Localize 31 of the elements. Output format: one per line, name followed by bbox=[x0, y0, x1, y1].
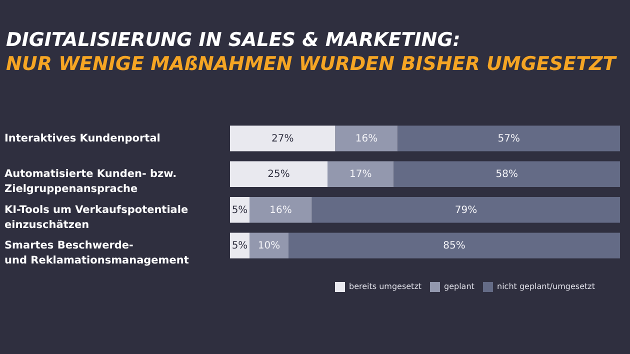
bar bbox=[335, 126, 398, 152]
y-tick-label: KI-Tools um Verkaufspotentiale einzuschätzen bbox=[4, 204, 188, 231]
bar bbox=[328, 161, 394, 187]
data-label: 85% bbox=[443, 240, 466, 252]
bar bbox=[230, 126, 336, 152]
legend-label: geplant bbox=[444, 282, 474, 291]
data-label: 5% bbox=[232, 204, 248, 216]
data-label: 58% bbox=[496, 169, 518, 180]
y-tick-label: Automatisierte Kunden- bzw. Zielgruppenansprache bbox=[4, 168, 177, 196]
bar bbox=[398, 126, 620, 152]
data-label: 57% bbox=[498, 133, 520, 144]
legend-label: bereits umgesetzt bbox=[349, 282, 422, 291]
data-label: 16% bbox=[355, 133, 378, 144]
legend-label: nicht geplant/umgesetzt bbox=[497, 282, 595, 291]
data-label: 5% bbox=[232, 240, 248, 252]
chart-subtitle: NUR WENIGE MAßNAHMEN WURDEN BISHER UMGESETZT bbox=[6, 53, 618, 75]
bar bbox=[312, 197, 620, 223]
bar bbox=[250, 197, 312, 223]
data-label: 25% bbox=[268, 169, 290, 180]
bar bbox=[288, 232, 620, 258]
data-label: 17% bbox=[350, 169, 372, 180]
chart-title: DIGITALISIERUNG IN SALES & MARKETING: bbox=[6, 29, 460, 51]
data-label: 27% bbox=[272, 133, 294, 144]
bar bbox=[250, 232, 288, 258]
bar bbox=[394, 161, 620, 187]
data-label: 16% bbox=[270, 204, 292, 216]
bar bbox=[230, 161, 328, 187]
data-label: 79% bbox=[454, 204, 478, 216]
y-tick-label: Smartes Beschwerde- und Reklamationsmanagement bbox=[4, 240, 189, 267]
y-tick-label: Interaktives Kundenportal bbox=[4, 132, 160, 144]
data-label: 10% bbox=[258, 240, 280, 252]
